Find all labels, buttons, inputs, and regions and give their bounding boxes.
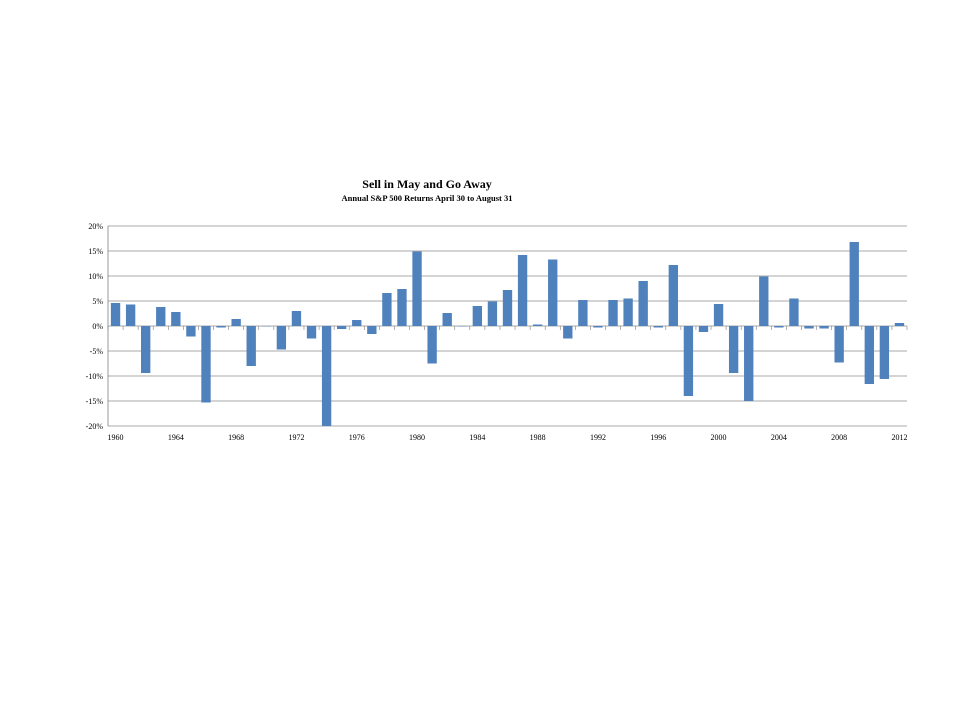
x-tick-label: 1976	[349, 433, 365, 442]
chart-subtitle: Annual S&P 500 Returns April 30 to Augus…	[342, 193, 513, 203]
x-tick-label: 1984	[469, 433, 485, 442]
bar-1984	[473, 306, 482, 326]
x-tick-label: 2004	[771, 433, 787, 442]
x-tick-label: 1972	[288, 433, 304, 442]
bar-2010	[865, 326, 874, 384]
bars	[111, 242, 904, 426]
bar-1997	[669, 265, 678, 326]
x-tick-label: 1992	[590, 433, 606, 442]
x-tick-label: 1968	[228, 433, 244, 442]
y-tick-label: 0%	[92, 322, 103, 331]
bar-1999	[699, 326, 708, 332]
bar-1965	[186, 326, 195, 337]
bar-2005	[789, 299, 798, 327]
bar-1971	[277, 326, 286, 350]
chart-title: Sell in May and Go Away	[362, 177, 491, 191]
bar-1992	[593, 326, 602, 328]
bar-2012	[895, 323, 904, 326]
y-tick-label: 5%	[92, 297, 103, 306]
bar-1976	[352, 320, 361, 326]
x-tick-label: 2008	[831, 433, 847, 442]
bar-2007	[819, 326, 828, 329]
bar-1977	[367, 326, 376, 334]
x-tick-label: 1996	[650, 433, 666, 442]
bar-1985	[488, 302, 497, 327]
bar-2004	[774, 326, 783, 328]
bar-1981	[427, 326, 436, 364]
x-axis: 1960 1964 1968 1972 1976 1980 1984 1988 1992 1996…	[108, 326, 908, 442]
x-tick-label: 1964	[168, 433, 184, 442]
bar-1991	[578, 300, 587, 326]
bar-1972	[292, 311, 301, 326]
bar-1993	[608, 300, 617, 326]
bar-1982	[443, 313, 452, 326]
x-tick-label: 1988	[530, 433, 546, 442]
bar-1996	[654, 326, 663, 328]
y-tick-label: -20%	[86, 422, 104, 431]
bar-1961	[126, 305, 135, 327]
bar-2000	[714, 304, 723, 326]
bar-1990	[563, 326, 572, 339]
y-tick-label: 15%	[88, 247, 103, 256]
bar-2003	[759, 277, 768, 327]
y-tick-label: 10%	[88, 272, 103, 281]
bar-1966	[201, 326, 210, 403]
bar-2006	[804, 326, 813, 329]
bar-1979	[397, 289, 406, 326]
bar-1960	[111, 303, 120, 326]
bar-1980	[412, 252, 421, 327]
x-tick-label: 1980	[409, 433, 425, 442]
bar-1978	[382, 293, 391, 326]
y-tick-label: 20%	[88, 222, 103, 231]
y-tick-label: -15%	[86, 397, 104, 406]
bar-1962	[141, 326, 150, 373]
bar-2001	[729, 326, 738, 373]
x-tick-label: 2012	[891, 433, 907, 442]
x-tick-label: 2000	[711, 433, 727, 442]
bar-1995	[639, 281, 648, 326]
bar-1988	[533, 325, 542, 327]
x-tick-label: 1960	[108, 433, 124, 442]
y-tick-label: -10%	[86, 372, 104, 381]
bar-2002	[744, 326, 753, 401]
bar-1975	[337, 326, 346, 329]
bar-2011	[880, 326, 889, 379]
bar-1989	[548, 260, 557, 327]
bar-2009	[850, 242, 859, 326]
bar-1968	[231, 319, 240, 326]
bar-1986	[503, 290, 512, 326]
bar-1974	[322, 326, 331, 426]
y-axis: 20% 15% 10% 5% 0% -5% -10% -15% -20%	[86, 222, 108, 431]
bar-1969	[247, 326, 256, 366]
bar-1973	[307, 326, 316, 339]
bar-1967	[216, 326, 225, 328]
bar-2008	[834, 326, 843, 363]
bar-1963	[156, 307, 165, 326]
bar-1998	[684, 326, 693, 396]
bar-1994	[623, 299, 632, 327]
bar-1964	[171, 312, 180, 326]
y-tick-label: -5%	[90, 347, 104, 356]
bar-1987	[518, 255, 527, 326]
